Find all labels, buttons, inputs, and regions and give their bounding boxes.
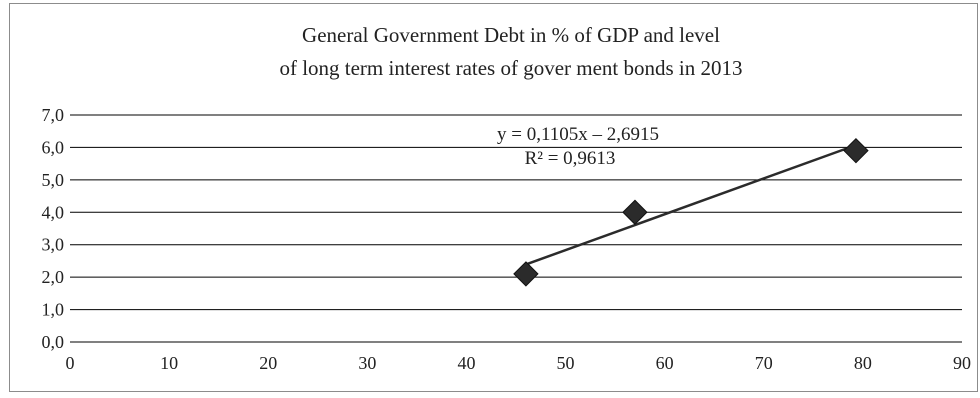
x-tick-label: 40 [457, 353, 475, 373]
x-tick-label: 0 [66, 353, 75, 373]
x-tick-label: 80 [854, 353, 872, 373]
y-tick-label: 1,0 [42, 300, 65, 320]
trendline-equation: y = 0,1105x – 2,6915 [497, 124, 659, 145]
x-tick-label: 70 [755, 353, 773, 373]
x-tick-label: 10 [160, 353, 178, 373]
gridlines [70, 114, 962, 343]
y-axis-tick-labels: 0,0 1,0 2,0 3,0 4,0 5,0 6,0 7,0 [42, 105, 65, 352]
data-point-2 [843, 137, 869, 164]
y-tick-label: 5,0 [42, 170, 65, 190]
data-points [513, 137, 869, 287]
y-tick-label: 3,0 [42, 235, 65, 255]
y-tick-label: 6,0 [42, 137, 65, 157]
x-tick-label: 30 [358, 353, 376, 373]
trendline-layer [525, 143, 857, 266]
chart-title-line-1: General Government Debt in % of GDP and … [302, 23, 720, 47]
chart-frame [9, 3, 978, 392]
data-point-1 [622, 199, 648, 225]
x-tick-label: 20 [259, 353, 277, 373]
chart-title-line-2: of long term interest rates of gover men… [279, 56, 742, 80]
y-tick-label: 4,0 [42, 202, 65, 222]
y-tick-label: 7,0 [42, 105, 65, 125]
x-tick-label: 90 [953, 353, 971, 373]
trendline [525, 143, 857, 266]
x-axis-tick-labels: 0 10 20 30 40 50 60 70 80 90 [66, 353, 972, 373]
data-point-0 [513, 261, 539, 287]
x-tick-label: 60 [656, 353, 674, 373]
y-tick-label: 2,0 [42, 267, 65, 287]
x-tick-label: 50 [557, 353, 575, 373]
y-tick-label: 0,0 [42, 332, 65, 352]
trendline-r-squared: R² = 0,9613 [525, 148, 616, 169]
